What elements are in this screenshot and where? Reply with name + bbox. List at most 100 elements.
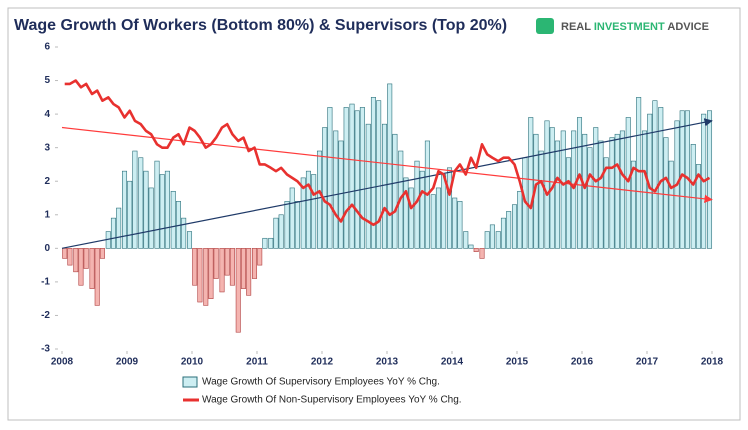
bar	[484, 231, 490, 249]
bar	[73, 248, 79, 273]
bar	[517, 190, 523, 249]
bar	[338, 140, 344, 249]
line	[64, 79, 711, 227]
bar	[370, 97, 376, 249]
bar	[170, 190, 176, 249]
bar	[538, 150, 544, 249]
bar	[473, 248, 479, 252]
bar	[94, 248, 100, 306]
bar	[511, 204, 518, 249]
bar	[83, 248, 89, 269]
bar	[316, 150, 323, 249]
bar	[110, 217, 116, 249]
y-tick-label: 6	[44, 42, 50, 53]
y-tick-label: 0	[44, 243, 50, 254]
bar	[392, 133, 398, 249]
bar	[154, 160, 160, 249]
bar	[294, 201, 300, 249]
bar	[219, 248, 225, 293]
bar	[143, 170, 149, 249]
bar	[246, 248, 252, 296]
bar	[240, 248, 246, 289]
bar	[62, 248, 68, 259]
bar	[598, 140, 604, 249]
bar	[322, 127, 328, 249]
bar	[229, 248, 235, 286]
x-tick-label: 2008	[51, 357, 74, 368]
bar	[127, 180, 133, 249]
bar	[181, 217, 187, 249]
bar	[587, 147, 593, 249]
bar	[376, 100, 382, 249]
y-tick-label: -2	[41, 310, 50, 321]
y-tick-label: -1	[41, 277, 50, 288]
bar	[658, 107, 664, 249]
bar	[452, 197, 458, 249]
bar	[663, 137, 669, 249]
trend-line	[61, 118, 713, 249]
bar	[333, 130, 339, 249]
bar	[257, 248, 263, 266]
bar	[430, 194, 436, 249]
bar	[571, 130, 577, 249]
x-tick-label: 2009	[116, 357, 139, 368]
legend-label: Wage Growth Of Non-Supervisory Employees…	[202, 395, 462, 406]
bar	[132, 150, 138, 249]
bar	[116, 207, 122, 249]
bar	[582, 133, 588, 249]
bar	[164, 170, 170, 249]
bar	[560, 130, 566, 249]
bar	[359, 107, 365, 249]
x-tick-label: 2011	[246, 357, 268, 368]
y-tick-label: 1	[44, 209, 50, 220]
x-tick-label: 2012	[311, 357, 334, 368]
chart-title: Wage Growth Of Workers (Bottom 80%) & Su…	[14, 17, 507, 34]
bar	[489, 224, 495, 249]
bar	[235, 248, 241, 333]
y-tick-label: 5	[44, 75, 50, 86]
bar	[203, 248, 209, 306]
bar	[262, 237, 268, 249]
y-tick-label: 3	[44, 142, 50, 153]
x-tick-label: 2016	[571, 357, 594, 368]
bar	[495, 231, 501, 249]
bar	[593, 127, 599, 249]
bar	[349, 103, 355, 249]
bar	[343, 107, 349, 249]
bar	[565, 157, 571, 249]
bar	[192, 248, 198, 286]
bar	[419, 170, 425, 249]
bar	[468, 244, 474, 249]
bar	[78, 248, 84, 286]
bar	[435, 187, 441, 249]
bar	[122, 170, 128, 249]
bar	[554, 140, 560, 249]
bar	[305, 170, 311, 249]
bar	[208, 248, 214, 299]
bar	[641, 130, 648, 249]
bar	[252, 248, 258, 279]
bar	[278, 214, 284, 249]
x-tick-label: 2010	[181, 357, 204, 368]
bar	[311, 174, 317, 249]
bar	[479, 248, 485, 259]
bar	[354, 110, 360, 249]
bar	[457, 201, 463, 249]
bar	[690, 144, 696, 249]
x-tick-label: 2017	[636, 357, 659, 368]
logo: REAL INVESTMENT ADVICE	[561, 21, 709, 33]
bar	[268, 237, 274, 249]
legend-label: Wage Growth Of Supervisory Employees YoY…	[202, 377, 440, 388]
logo-part: INVESTMENT	[594, 21, 665, 33]
bar	[636, 97, 642, 249]
bar	[187, 231, 193, 249]
bar	[614, 133, 620, 249]
bar	[381, 123, 388, 249]
bar	[300, 177, 306, 249]
bar	[284, 201, 290, 249]
bar	[289, 187, 295, 249]
logo-part: ADVICE	[667, 21, 709, 33]
bar	[446, 167, 453, 249]
bar	[67, 248, 73, 266]
bar	[500, 217, 506, 249]
